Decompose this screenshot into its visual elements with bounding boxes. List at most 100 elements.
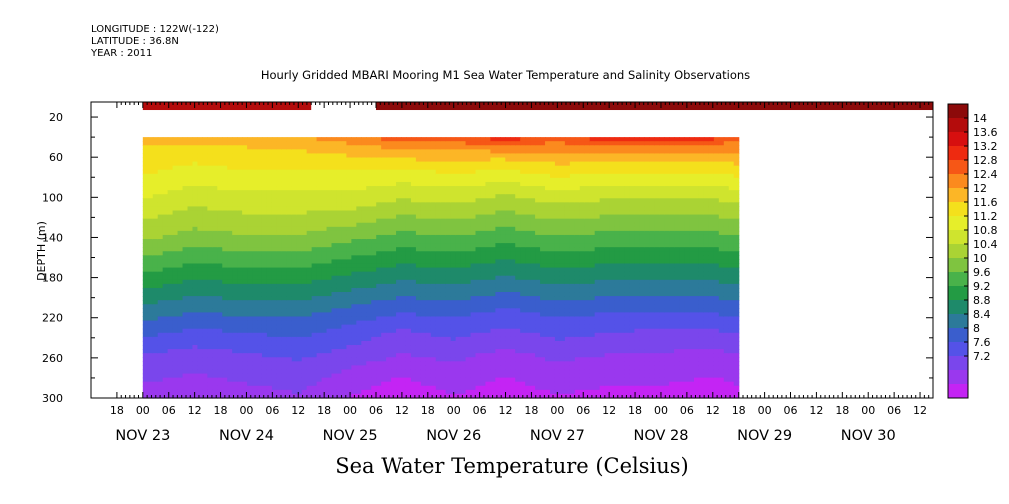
heat-cell	[147, 169, 154, 175]
heat-cell	[227, 357, 233, 362]
heat-cell	[455, 385, 462, 391]
heat-cell	[475, 340, 482, 346]
heat-cell	[346, 210, 352, 216]
heat-cell	[321, 316, 328, 322]
heat-cell	[500, 336, 506, 342]
heat-cell	[271, 300, 278, 305]
heat-cell	[276, 361, 283, 366]
heat-cell	[460, 389, 467, 395]
heat-cell	[425, 292, 432, 297]
heat-cell	[475, 283, 482, 289]
heat-cell	[232, 373, 238, 379]
heat-cell	[162, 308, 169, 313]
heat-cell	[296, 181, 303, 187]
heat-cell	[381, 165, 387, 171]
heat-cell	[450, 320, 457, 326]
heat-cell	[311, 393, 318, 399]
heat-cell	[430, 300, 437, 305]
heat-cell	[316, 271, 323, 277]
heat-cell	[366, 381, 372, 387]
heat-cell	[430, 194, 437, 199]
heat-cell	[281, 287, 288, 293]
heat-cell	[485, 361, 492, 366]
heat-cell	[321, 308, 328, 313]
heat-cell	[515, 165, 521, 171]
heat-cell	[162, 320, 169, 326]
heat-cell	[152, 287, 159, 293]
chart-title: Hourly Gridded MBARI Mooring M1 Sea Wate…	[260, 68, 751, 82]
heat-cell	[281, 263, 288, 269]
heat-cell	[261, 218, 268, 224]
heat-cell	[520, 214, 526, 220]
heat-cell	[525, 234, 531, 240]
heat-cell	[152, 177, 159, 183]
heat-cell	[405, 357, 412, 362]
heat-cell	[316, 194, 323, 199]
heat-cell	[435, 210, 442, 216]
heat-cell	[266, 234, 273, 240]
heat-cell	[410, 165, 417, 171]
heat-cell	[212, 393, 218, 399]
heat-cell	[212, 243, 218, 248]
heat-cell	[321, 251, 328, 256]
heat-cell	[505, 230, 511, 236]
heat-cell	[291, 226, 298, 232]
heat-cell	[296, 340, 303, 346]
heat-cell	[247, 161, 253, 167]
heat-cell	[415, 190, 422, 195]
heat-cell	[202, 381, 208, 387]
heat-cell	[182, 287, 189, 293]
heat-cell	[271, 259, 278, 265]
heat-cell	[197, 198, 204, 203]
heat-cell	[381, 316, 387, 322]
heat-cell	[271, 149, 278, 155]
heat-cell	[336, 190, 343, 195]
heat-cell	[386, 357, 392, 362]
heat-cell	[505, 210, 511, 216]
heat-cell	[500, 381, 506, 387]
heat-cell	[326, 226, 333, 232]
heat-cell	[430, 137, 437, 142]
heat-cell	[212, 149, 218, 155]
heat-cell	[291, 353, 298, 358]
heat-cell	[420, 304, 427, 309]
heat-cell	[162, 206, 169, 212]
heat-cell	[351, 169, 357, 175]
heat-cell	[286, 218, 293, 224]
heat-cell	[291, 259, 298, 265]
heat-cell	[286, 287, 293, 293]
heat-cell	[485, 153, 492, 159]
heat-cell	[336, 173, 343, 179]
heat-cell	[410, 271, 417, 277]
heat-cell	[286, 198, 293, 203]
heat-cell	[261, 141, 268, 146]
heat-cell	[341, 324, 348, 330]
heat-cell	[420, 169, 427, 175]
heat-cell	[281, 173, 288, 179]
heat-cell	[311, 275, 318, 281]
heat-cell	[505, 161, 511, 167]
heat-cell	[495, 287, 501, 293]
heat-cell	[321, 353, 328, 358]
heat-cell	[142, 275, 149, 281]
heat-cell	[162, 251, 169, 256]
heat-cell	[440, 389, 447, 395]
heat-cell	[152, 190, 159, 195]
heat-cell	[425, 169, 432, 175]
heat-cell	[445, 239, 452, 244]
heat-cell	[291, 230, 298, 236]
heat-cell	[415, 300, 422, 305]
heat-cell	[346, 206, 352, 212]
heat-cell	[261, 275, 268, 281]
heat-cell	[361, 320, 367, 326]
heat-cell	[172, 177, 179, 183]
heat-cell	[420, 194, 427, 199]
heat-cell	[401, 381, 407, 387]
heat-cell	[361, 271, 367, 277]
heat-cell	[485, 340, 492, 346]
heat-cell	[252, 243, 258, 248]
heat-cell	[401, 353, 407, 358]
heat-cell	[301, 173, 308, 179]
heat-cell	[162, 173, 169, 179]
heat-cell	[381, 194, 387, 199]
